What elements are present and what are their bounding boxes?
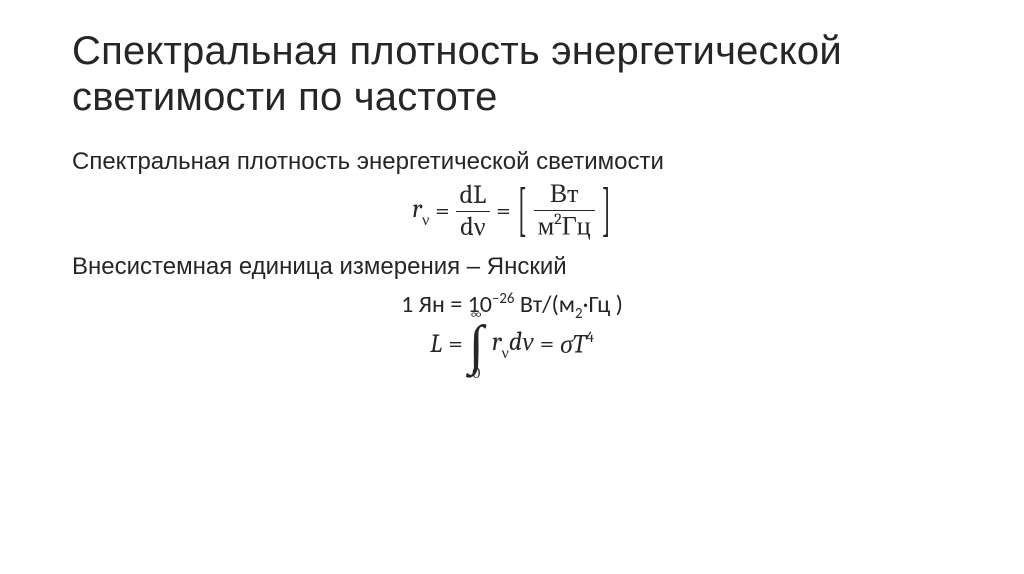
- equals-2: =: [496, 198, 510, 224]
- t-exp: 4: [586, 328, 594, 347]
- integral-symbol: ∞ ∫ 0: [469, 307, 484, 381]
- integral: ∞ ∫ 0 rνdν: [469, 307, 534, 381]
- slide: Спектральная плотность энергетической св…: [0, 0, 1024, 574]
- frac-den: dν: [456, 211, 489, 241]
- unit-den-hz: Гц: [562, 212, 591, 242]
- left-bracket: [: [517, 182, 528, 241]
- unit-den-m: м: [538, 212, 554, 242]
- var-r-sub: ν: [422, 211, 429, 230]
- unit-note: Внесистемная единица измерения – Янский: [72, 251, 952, 282]
- slide-title: Спектральная плотность энергетической св…: [72, 28, 952, 120]
- jansky-exp: −26: [492, 289, 515, 307]
- equation-rnu: rν = dL dν = [ Вт м2Гц ]: [72, 181, 952, 241]
- var-r: rν: [412, 196, 429, 227]
- equals-1: =: [435, 198, 449, 224]
- unit-den: м2Гц: [534, 210, 595, 241]
- integrand: rνdν: [492, 329, 534, 360]
- equals-4: =: [540, 331, 554, 357]
- var-L-sym: L: [430, 329, 442, 359]
- right-bracket: ]: [601, 182, 612, 241]
- equals-3: =: [448, 331, 462, 357]
- var-L: L: [430, 331, 442, 357]
- integrand-r: r: [492, 327, 502, 357]
- jansky-tail2: ·Гц ): [583, 290, 623, 319]
- integrand-sub: ν: [502, 344, 509, 363]
- fraction-units: Вт м2Гц: [534, 181, 595, 241]
- int-lower: 0: [472, 366, 480, 382]
- var-r-sym: r: [412, 194, 422, 224]
- int-glyph: ∫: [469, 323, 484, 366]
- frac-num: dL: [456, 182, 491, 211]
- unit-num: Вт: [546, 181, 583, 210]
- definition-line: Спектральная плотность энергетической св…: [72, 146, 952, 177]
- unit-den-exp: 2: [554, 210, 562, 229]
- fraction-dL-dnu: dL dν: [456, 182, 491, 242]
- sigma-t: σT: [560, 330, 586, 360]
- sigma-t4: σT4: [560, 331, 594, 358]
- integrand-d: dν: [509, 327, 534, 357]
- jansky-m-exp: 2: [575, 303, 583, 321]
